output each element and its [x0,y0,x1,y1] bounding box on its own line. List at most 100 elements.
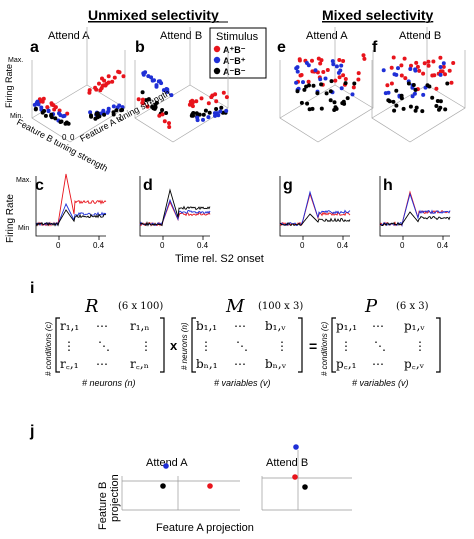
panel-e-pt-19 [310,69,315,74]
psth-g-trace-1 [279,190,351,226]
panel-f-pt-77 [386,98,391,103]
panel-e-pt-14 [298,73,303,78]
panel-e-pt-52 [329,79,334,84]
panel-f-pt-59 [411,83,416,87]
p-11: p₁,₁ [336,319,357,333]
panel-a-pt-29 [110,79,115,84]
scatter3d-points [32,53,456,129]
panel-a-pt-26 [112,75,117,80]
psth-tick-04-h: 0.4 [437,241,449,250]
panel-e-pt-21 [337,75,342,80]
panel-e-pt-20 [297,57,302,62]
proj-y-label-2: projection [109,474,121,522]
panel-b-pt-16 [154,83,159,88]
panel-f-pt-76 [425,83,430,88]
panel-a-pt-33 [100,83,105,88]
scatter3d-y-min: Min. [10,113,23,120]
b-ddots: ⋱ [236,339,248,353]
matrix-M-dim: (100 x 3) [258,301,303,312]
attend-b-label-b: Attend B [160,30,202,42]
panel-e-pt-49 [306,63,311,68]
panel-b-pt-62 [189,113,194,118]
panel-a-pt-48 [111,104,116,109]
panel-letter-c: c [35,177,44,194]
panel-f-pt-15 [451,61,456,65]
panel-f-pt-63 [413,87,418,92]
panel-b-pt-55 [207,110,212,115]
panel-f-pt-8 [440,69,445,74]
panel-b-pt-68 [140,97,145,102]
panel-f-pt-42 [386,90,391,95]
psth-h-trace-2 [379,211,451,226]
psth-h-trace-1 [379,192,451,228]
panel-e-pt-6 [310,58,314,63]
panel-e-pt-31 [350,92,355,97]
panel-f-pt-53 [435,99,440,103]
panel-a-pt-78 [114,108,119,113]
r-vdots-l: ⋮ [63,339,75,353]
panel-b-pt-49 [214,107,219,111]
times-sign: x [170,338,178,353]
panel-a-pt-12 [50,102,54,107]
panel-f-pt-20 [389,65,394,70]
panel-letter-e: e [277,39,286,56]
panel-b-pt-65 [167,121,171,126]
psth-tick-04-d: 0.4 [197,241,209,250]
scatter3d-tick-0b: 0 [70,133,75,142]
panel-f-pt-30 [381,68,386,73]
projection-point-3 [293,444,299,450]
panel-e-pt-63 [324,91,329,96]
panel-b-pt-21 [214,99,219,104]
p-ddots: ⋱ [374,339,386,353]
panel-e-pt-38 [339,86,344,91]
panel-f-pt-32 [408,67,413,71]
psth-g-trace-2 [279,213,351,226]
r-cdots-top: ⋯ [96,319,108,333]
panel-b-pt-61 [203,108,208,113]
panel-f-pt-46 [441,61,446,66]
legend-swatch-0 [213,45,221,53]
legend-swatch-2 [213,67,221,75]
panel-b-pt-10 [165,89,170,94]
panel-f-pt-70 [420,109,425,114]
panel-e-pt-51 [313,68,318,73]
b-cdots-bot: ⋯ [234,357,246,371]
panel-f-pt-27 [399,63,404,68]
panel-e-pt-73 [345,96,350,101]
scatter3d-tick-1: 1 [118,113,123,122]
panel-b-pt-53 [201,112,206,117]
panel-a-pt-17 [106,74,111,79]
panel-f-pt-17 [438,55,443,60]
proj-y-label-1: Feature B [97,482,109,530]
panel-b-pt-14 [150,78,155,83]
panel-f-pt-3 [422,61,427,66]
panel-f-pt-29 [426,59,431,64]
panel-f-pt-4 [441,64,446,69]
p-1v: p₁,ᵥ [404,319,425,333]
panel-a-pt-11 [65,111,70,116]
panel-e-pt-54 [315,91,320,96]
panel-a-pt-87 [111,112,116,117]
panel-e-pt-50 [295,65,300,70]
panel-f-pt-58 [443,107,448,112]
panel-a-pt-30 [87,90,92,95]
panel-e-pt-0 [341,73,346,78]
panel-b-pt-83 [216,113,221,118]
equals-sign: = [309,338,317,354]
panel-e-pt-5 [318,61,323,66]
panel-f-pt-1 [443,72,447,77]
b-11: b₁,₁ [196,319,217,333]
panel-f-pt-11 [417,68,422,73]
panel-a-pt-50 [88,110,93,115]
panel-b-pt-82 [206,115,211,120]
panel-b-pt-34 [140,90,145,95]
panel-a-pt-86 [89,113,93,118]
matrix-R-dim: (6 x 100) [118,301,163,312]
r-cdots-bot: ⋯ [96,357,108,371]
p-cv: p꜀,ᵥ [404,357,425,371]
panel-f-pt-51 [421,92,426,97]
panel-f-pt-23 [402,56,407,61]
panel-a-pt-73 [49,113,54,118]
panel-f-pt-6 [389,81,394,86]
psth-tick-0-h: 0 [400,241,405,250]
